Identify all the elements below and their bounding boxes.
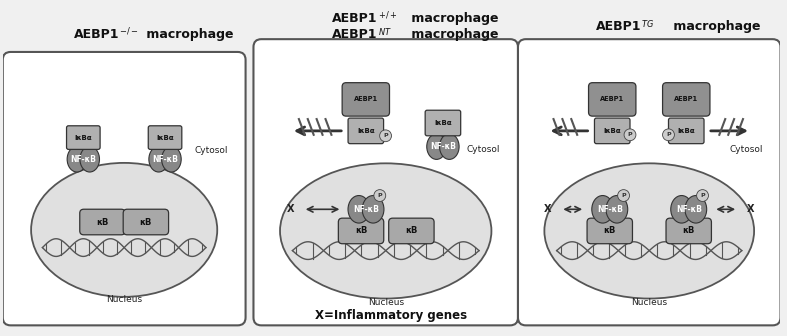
Circle shape (374, 190, 386, 202)
Text: IκBα: IκBα (157, 135, 174, 140)
Ellipse shape (427, 134, 446, 159)
Text: IκBα: IκBα (604, 128, 621, 134)
Ellipse shape (80, 146, 99, 172)
Text: X: X (747, 204, 755, 214)
Ellipse shape (161, 146, 181, 172)
Text: NF-κB: NF-κB (152, 155, 178, 164)
Text: macrophage: macrophage (408, 12, 499, 25)
Text: $^{TG}$: $^{TG}$ (641, 20, 655, 33)
Text: NF-κB: NF-κB (597, 205, 623, 214)
FancyBboxPatch shape (3, 52, 246, 325)
FancyBboxPatch shape (518, 39, 781, 325)
Text: NF-κB: NF-κB (676, 205, 702, 214)
FancyBboxPatch shape (663, 83, 710, 116)
FancyBboxPatch shape (124, 209, 168, 235)
Text: Nucleus: Nucleus (631, 298, 667, 307)
Text: AEBP1: AEBP1 (332, 12, 378, 25)
FancyBboxPatch shape (79, 209, 125, 235)
Ellipse shape (606, 196, 628, 223)
FancyBboxPatch shape (389, 218, 434, 244)
Text: $^{+/+}$: $^{+/+}$ (378, 12, 397, 25)
Circle shape (663, 129, 674, 141)
Text: macrophage: macrophage (408, 28, 499, 41)
Circle shape (624, 129, 636, 141)
Text: IκBα: IκBα (75, 135, 92, 140)
Text: NF-κB: NF-κB (70, 155, 96, 164)
Text: NF-κB: NF-κB (430, 142, 456, 151)
Text: AEBP1: AEBP1 (600, 96, 624, 102)
Text: P: P (628, 132, 632, 137)
FancyBboxPatch shape (668, 118, 704, 144)
Text: κB: κB (96, 217, 109, 226)
Text: X: X (544, 204, 552, 214)
Text: Nucleus: Nucleus (368, 298, 404, 307)
Text: AEBP1: AEBP1 (354, 96, 378, 102)
Ellipse shape (592, 196, 614, 223)
Text: κB: κB (355, 226, 368, 236)
FancyBboxPatch shape (594, 118, 630, 144)
Ellipse shape (440, 134, 459, 159)
Text: macrophage: macrophage (669, 20, 760, 33)
Ellipse shape (685, 196, 707, 223)
FancyBboxPatch shape (338, 218, 384, 244)
Ellipse shape (31, 163, 217, 297)
FancyBboxPatch shape (348, 118, 383, 144)
Ellipse shape (348, 196, 370, 223)
Text: IκBα: IκBα (434, 120, 452, 126)
Text: AEBP1: AEBP1 (674, 96, 698, 102)
Text: AEBP1: AEBP1 (74, 28, 120, 41)
Text: X=Inflammatory genes: X=Inflammatory genes (315, 309, 467, 322)
Text: IκBα: IκBα (678, 128, 695, 134)
Text: Cytosol: Cytosol (730, 145, 763, 154)
Text: macrophage: macrophage (142, 28, 234, 41)
Text: Nucleus: Nucleus (106, 295, 142, 304)
Text: $^{-/-}$: $^{-/-}$ (120, 28, 139, 41)
FancyBboxPatch shape (253, 39, 518, 325)
Ellipse shape (67, 146, 87, 172)
Text: AEBP1: AEBP1 (332, 28, 378, 41)
Ellipse shape (545, 163, 754, 299)
Text: Cytosol: Cytosol (194, 145, 227, 155)
FancyBboxPatch shape (67, 126, 100, 150)
Ellipse shape (671, 196, 693, 223)
Ellipse shape (280, 163, 491, 299)
Text: κB: κB (682, 226, 695, 236)
Text: NF-κB: NF-κB (353, 205, 379, 214)
FancyBboxPatch shape (589, 83, 636, 116)
Circle shape (696, 190, 708, 202)
Text: P: P (378, 193, 382, 198)
Ellipse shape (362, 196, 384, 223)
Text: Cytosol: Cytosol (467, 145, 501, 154)
FancyBboxPatch shape (425, 110, 460, 136)
Ellipse shape (149, 146, 168, 172)
Text: κB: κB (405, 226, 418, 236)
Text: P: P (666, 132, 671, 137)
FancyBboxPatch shape (148, 126, 182, 150)
Text: κB: κB (604, 226, 616, 236)
Circle shape (618, 190, 630, 202)
Text: κB: κB (140, 217, 152, 226)
FancyBboxPatch shape (342, 83, 390, 116)
Text: P: P (621, 193, 626, 198)
Text: X: X (287, 204, 294, 214)
Text: IκBα: IκBα (357, 128, 375, 134)
Text: P: P (700, 193, 705, 198)
Text: AEBP1: AEBP1 (596, 20, 641, 33)
Circle shape (379, 130, 391, 142)
FancyBboxPatch shape (666, 218, 711, 244)
Text: P: P (383, 133, 388, 138)
Text: $^{NT}$: $^{NT}$ (378, 28, 392, 41)
FancyBboxPatch shape (587, 218, 633, 244)
